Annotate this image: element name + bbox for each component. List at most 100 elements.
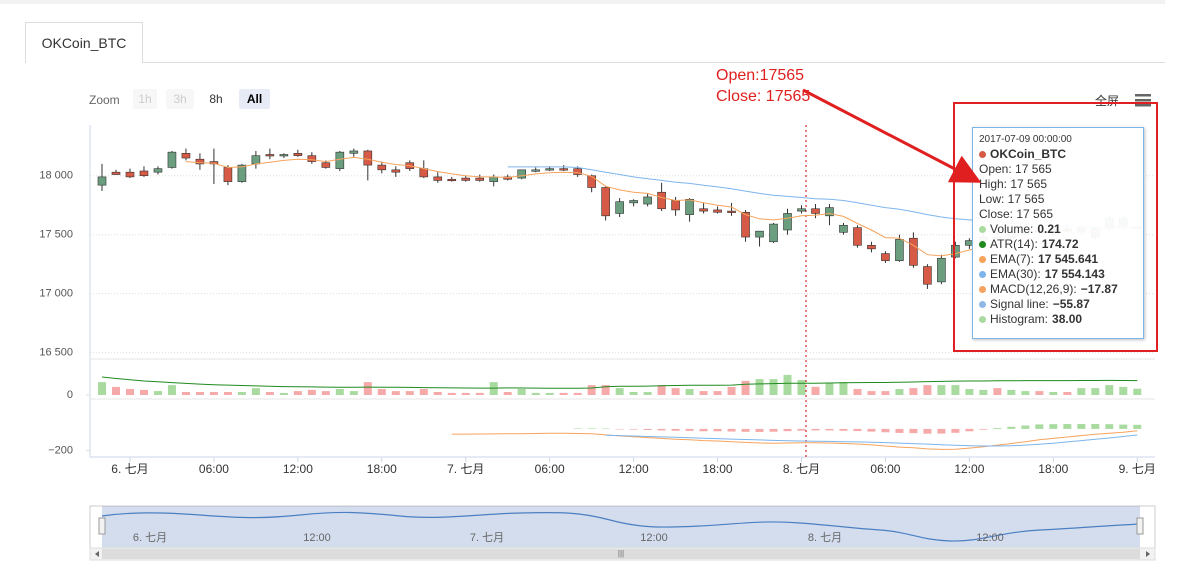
line [101, 376, 1138, 389]
navigator-handle[interactable] [1136, 517, 1144, 535]
candle-body [559, 168, 568, 171]
bar [1119, 386, 1128, 395]
x-tick-label: 8. 七月 [783, 462, 820, 476]
candle-body [615, 201, 624, 214]
candle-body [503, 176, 513, 180]
bar [657, 385, 666, 395]
bar [1007, 389, 1016, 395]
candle-body [825, 207, 834, 217]
bar [839, 428, 848, 431]
tooltip-bullet [979, 271, 986, 278]
x-tick-label: 18:00 [703, 462, 733, 476]
bar [1021, 425, 1030, 429]
candle-body [923, 266, 932, 285]
x-tick-label: 18:00 [1038, 462, 1068, 476]
candle-body [671, 200, 680, 211]
bar [153, 391, 162, 395]
bar [951, 385, 960, 395]
navigator-selection[interactable] [102, 506, 1140, 548]
bar [909, 428, 918, 434]
bar [923, 428, 932, 434]
navigator-line [101, 511, 1141, 542]
bar [1119, 424, 1128, 429]
bar [1049, 392, 1058, 395]
scroll-arrow[interactable] [95, 551, 99, 557]
bar [727, 386, 736, 395]
bar [741, 380, 750, 395]
bar [1063, 392, 1072, 395]
x-tick-label: 12:00 [283, 462, 313, 476]
tooltip-value: 17 545.641 [1038, 252, 1099, 266]
candle-body [391, 169, 401, 173]
candle-body [783, 213, 792, 231]
zoom-button[interactable]: 3h [166, 89, 194, 109]
bar [363, 382, 372, 395]
bar [909, 388, 918, 395]
bar [601, 385, 610, 395]
zoom-button[interactable]: 1h [133, 89, 157, 109]
x-tick-label: 18:00 [367, 462, 397, 476]
tooltip-bullet [979, 316, 986, 323]
bar [517, 389, 526, 395]
tooltip-value: −17.87 [1080, 282, 1118, 296]
candle-body [895, 239, 904, 261]
candle-body [601, 187, 610, 217]
candle-body [839, 224, 848, 233]
tab[interactable]: OKCoin_BTC [25, 22, 143, 63]
bar [433, 392, 442, 395]
bar [531, 392, 540, 395]
scroll-arrow[interactable] [1146, 551, 1150, 557]
zoom-button[interactable]: 8h [202, 89, 230, 109]
scrollbar-thumb[interactable] [102, 549, 1140, 559]
bar [1077, 423, 1086, 429]
tooltip-line: Low: 17 565 [979, 192, 1045, 206]
x-tick-label: 06:00 [199, 462, 229, 476]
bar [545, 392, 554, 395]
bar [391, 391, 400, 395]
bar [167, 385, 176, 395]
candle-body [685, 199, 694, 215]
y-tick-label: 0 [67, 389, 73, 401]
bar [839, 382, 848, 395]
candle-body [279, 154, 289, 157]
bar [349, 391, 358, 395]
bar [377, 389, 386, 395]
tooltip-row: ATR(14): 174.72 [979, 237, 1139, 252]
bar [965, 389, 974, 395]
zoom-button[interactable]: All [239, 89, 270, 109]
tooltip-bullet [979, 256, 986, 263]
bar [699, 428, 708, 432]
bar [573, 392, 582, 395]
candle-body [573, 168, 582, 175]
candle-body [433, 176, 443, 181]
bar [1035, 424, 1044, 429]
tooltip-bullet [979, 301, 986, 308]
candle-body [727, 210, 736, 213]
candle-body [951, 245, 960, 258]
bar [1091, 423, 1100, 429]
bar [447, 392, 456, 395]
bar [755, 428, 764, 432]
candle-body [181, 153, 191, 159]
bar [741, 428, 750, 432]
bar [335, 389, 344, 395]
candle-body [699, 208, 708, 212]
navigator-label: 12:00 [640, 532, 668, 544]
candle-body [531, 169, 540, 172]
bar [825, 428, 834, 431]
bar [1049, 424, 1058, 429]
tooltip-row: EMA(7): 17 545.641 [979, 252, 1139, 267]
y-tick-label: 17 000 [39, 288, 73, 300]
candle-body [475, 177, 485, 181]
bar [965, 428, 974, 432]
candle-body [769, 223, 778, 243]
navigator-handle[interactable] [98, 517, 106, 535]
bar [699, 391, 708, 395]
bar [685, 389, 694, 395]
menu-bar [1135, 94, 1151, 97]
bar [573, 428, 582, 429]
candle-body [349, 150, 359, 154]
bar [811, 386, 820, 395]
tooltip-row: MACD(12,26,9): −17.87 [979, 282, 1139, 297]
